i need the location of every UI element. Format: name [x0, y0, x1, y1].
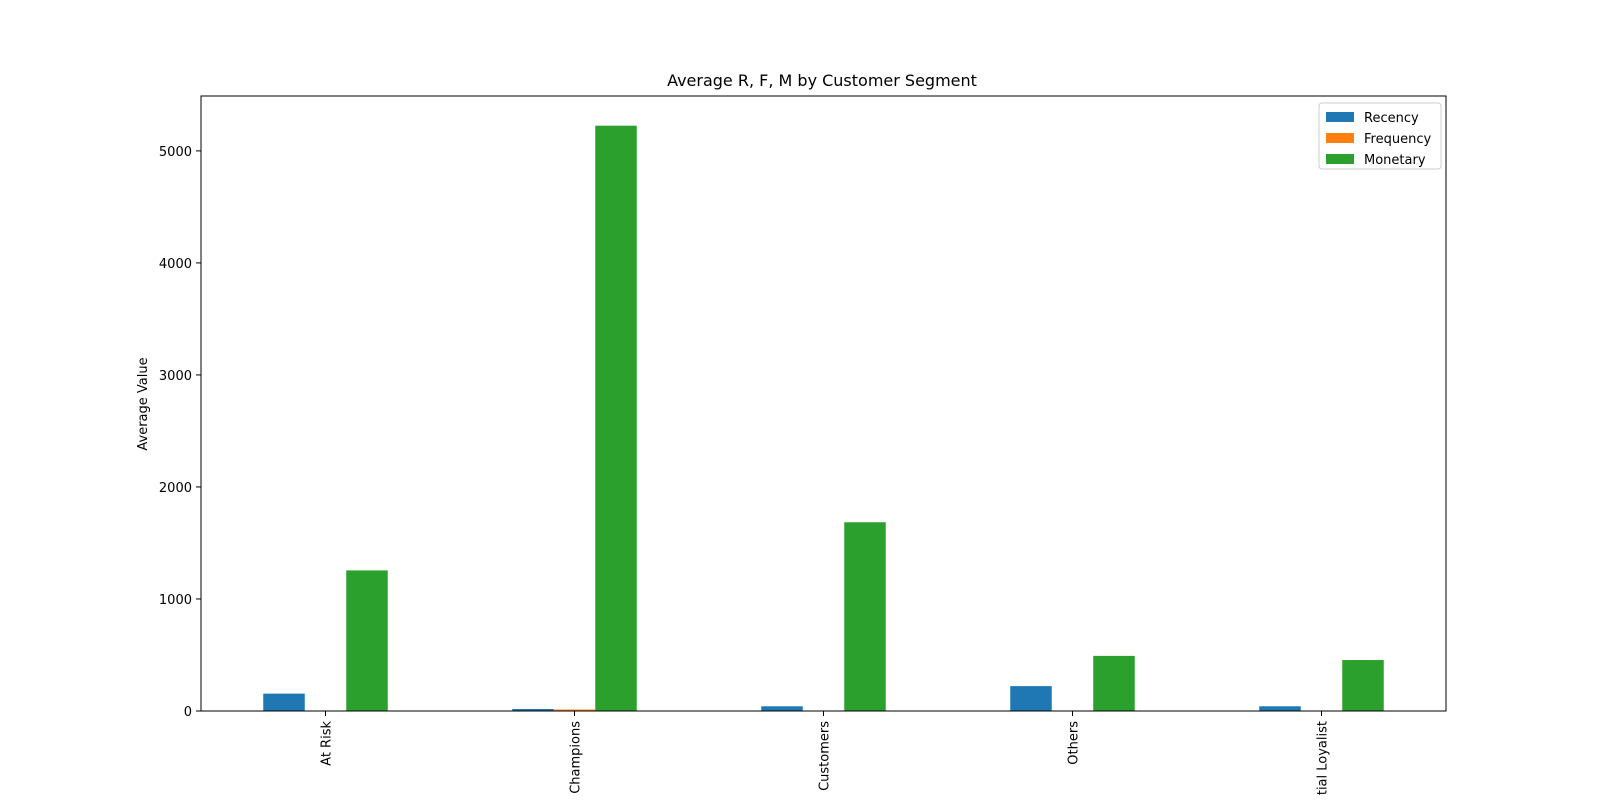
x-tick-label: Customers	[818, 721, 833, 791]
x-tick-label: At Risk	[320, 721, 335, 766]
legend-label-frequency: Frequency	[1364, 132, 1431, 147]
x-tick-label: Potential Loyalist	[1316, 721, 1331, 795]
x-tick-label: Champions	[569, 721, 584, 794]
y-tick-label: 3000	[159, 369, 192, 384]
bar-recency-customers	[761, 706, 803, 711]
bar-monetary-others	[1093, 656, 1135, 711]
legend-swatch-recency	[1326, 112, 1354, 122]
y-tick-label: 5000	[159, 145, 192, 160]
legend-swatch-monetary	[1326, 154, 1354, 164]
legend-label-recency: Recency	[1364, 111, 1419, 126]
legend-label-monetary: Monetary	[1364, 153, 1426, 168]
bar-recency-at-risk	[263, 694, 305, 711]
chart-title: Average R, F, M by Customer Segment	[667, 71, 977, 90]
bar-recency-others	[1010, 686, 1052, 711]
legend: Recency Frequency Monetary	[1319, 103, 1441, 169]
y-tick-label: 4000	[159, 257, 192, 272]
bar-recency-potential-loyalist	[1259, 706, 1301, 711]
y-axis-label: Average Value	[136, 357, 151, 450]
legend-swatch-frequency	[1326, 133, 1354, 143]
y-tick-label: 2000	[159, 481, 192, 496]
bar-monetary-at-risk	[346, 570, 388, 711]
y-tick-label: 0	[184, 705, 192, 720]
y-tick-label: 1000	[159, 593, 192, 608]
bar-monetary-potential-loyalist	[1342, 660, 1384, 711]
bar-monetary-customers	[844, 522, 886, 711]
bar-monetary-champions	[595, 126, 637, 711]
x-tick-label: Others	[1067, 721, 1082, 765]
